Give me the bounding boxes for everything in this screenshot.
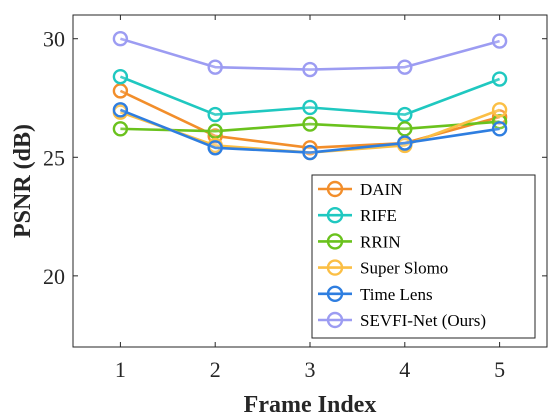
data-point-time-lens bbox=[302, 144, 318, 161]
data-point-rrin bbox=[207, 123, 223, 139]
data-point-time-lens bbox=[491, 121, 508, 137]
legend-swatch-marker bbox=[326, 311, 344, 329]
data-point-time-lens bbox=[112, 102, 129, 118]
data-point-sevfi-net-ours bbox=[112, 31, 129, 47]
legend-swatch-marker bbox=[326, 180, 344, 198]
data-point-sevfi-net-ours bbox=[207, 59, 223, 75]
legend-label: Super Slomo bbox=[360, 259, 448, 278]
x-tick-label: 5 bbox=[494, 357, 505, 382]
y-tick-label: 20 bbox=[43, 264, 65, 289]
series-line-rife bbox=[119, 75, 501, 116]
data-point-time-lens bbox=[207, 140, 223, 156]
data-point-rife bbox=[302, 99, 318, 116]
legend-entry-super-slomo: Super Slomo bbox=[318, 259, 448, 278]
x-tick-label: 3 bbox=[305, 357, 316, 382]
y-tick-label: 25 bbox=[43, 145, 65, 170]
series-line-rrin bbox=[120, 120, 500, 133]
y-tick-label: 30 bbox=[43, 27, 65, 52]
x-tick-label: 4 bbox=[399, 357, 410, 382]
data-point-super-slomo bbox=[491, 102, 508, 118]
data-point-sevfi-net-ours bbox=[397, 59, 413, 75]
legend-label: DAIN bbox=[360, 180, 403, 199]
legend-label: RRIN bbox=[360, 232, 401, 251]
legend-entry-rrin: RRIN bbox=[318, 232, 401, 251]
data-point-sevfi-net-ours bbox=[302, 61, 318, 78]
legend-label: Time Lens bbox=[360, 285, 433, 304]
plot-lines bbox=[112, 31, 508, 161]
data-point-rife bbox=[491, 71, 508, 87]
data-point-dain bbox=[112, 83, 129, 99]
data-point-rrin bbox=[112, 121, 129, 137]
legend-entry-time-lens: Time Lens bbox=[318, 285, 433, 304]
x-tick-label: 1 bbox=[115, 357, 126, 382]
data-point-sevfi-net-ours bbox=[491, 33, 508, 49]
legend-entry-dain: DAIN bbox=[318, 180, 403, 199]
data-point-rrin bbox=[302, 116, 318, 132]
legend-swatch-marker bbox=[326, 259, 344, 276]
series-line-time-lens bbox=[119, 108, 500, 154]
legend-label: SEVFI-Net (Ours) bbox=[360, 311, 486, 330]
legend-entry-rife: RIFE bbox=[318, 206, 397, 225]
legend-swatch-marker bbox=[326, 233, 344, 250]
x-tick-label: 2 bbox=[210, 357, 221, 382]
legend: DAIN RIFE RRIN Super Slomo Time Lens SEVFI-Ne… bbox=[311, 174, 536, 339]
series-line-sevfi-net-ours bbox=[120, 37, 500, 71]
tick-labels: 1 2 3 4 5 20 25 30 bbox=[43, 27, 505, 382]
axis-ticks bbox=[73, 15, 547, 347]
legend-swatch-marker bbox=[326, 285, 344, 302]
data-point-rife bbox=[112, 68, 129, 85]
data-point-rife bbox=[397, 106, 413, 123]
legend-entry-sevfi-net-ours: SEVFI-Net (Ours) bbox=[318, 311, 486, 330]
data-point-rrin bbox=[397, 121, 413, 137]
legend-swatch-marker bbox=[326, 206, 344, 224]
legend-box bbox=[311, 174, 536, 339]
y-axis-label: PSNR (dB) bbox=[10, 124, 36, 238]
data-point-time-lens bbox=[397, 135, 413, 151]
data-point-rife bbox=[207, 106, 223, 123]
legend-label: RIFE bbox=[360, 206, 397, 225]
x-axis-label: Frame Index bbox=[244, 392, 377, 418]
